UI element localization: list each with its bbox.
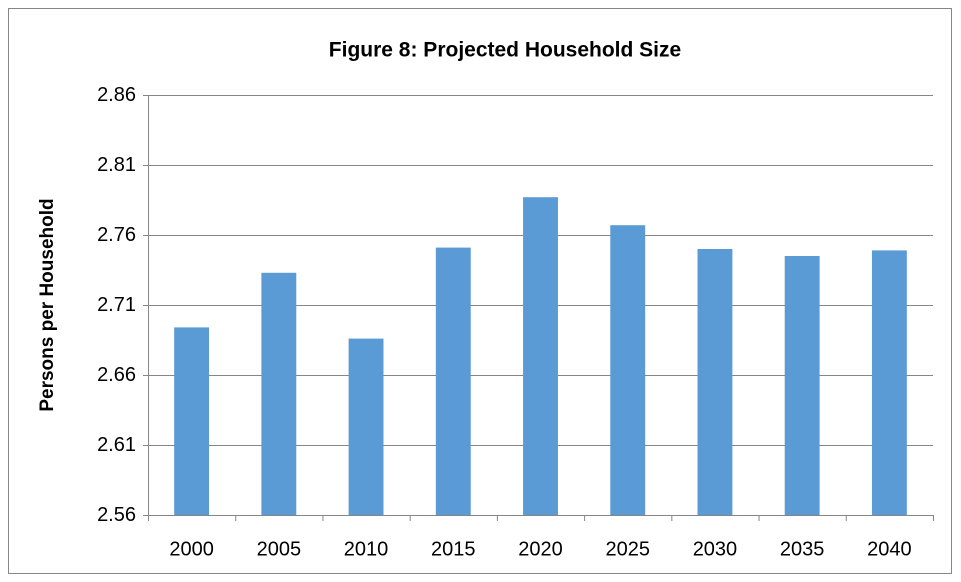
bar — [523, 197, 558, 515]
x-tick-label: 2010 — [344, 538, 389, 560]
bar — [610, 225, 646, 515]
x-tick-label: 2005 — [257, 538, 302, 560]
bar — [348, 338, 384, 515]
x-tick-label: 2040 — [867, 538, 912, 560]
y-tick-label: 2.56 — [97, 504, 136, 526]
bar — [435, 247, 471, 515]
y-tick-label: 2.61 — [97, 434, 136, 456]
x-tick-label: 2035 — [780, 538, 825, 560]
x-tick-label: 2025 — [605, 538, 650, 560]
x-tick-label: 2015 — [431, 538, 476, 560]
bar — [174, 327, 210, 515]
y-tick-label: 2.71 — [97, 294, 136, 316]
y-axis-label: Persons per Household — [37, 198, 58, 411]
bar — [784, 256, 820, 515]
chart-title: Figure 8: Projected Household Size — [329, 39, 681, 62]
bar — [697, 249, 733, 515]
x-tick-label: 2020 — [518, 538, 563, 560]
y-tick-label: 2.66 — [97, 364, 136, 386]
x-tick-label: 2030 — [693, 538, 738, 560]
y-tick-label: 2.81 — [97, 154, 136, 176]
bar — [261, 272, 297, 515]
x-tick-label: 2000 — [169, 538, 214, 560]
y-tick-label: 2.86 — [97, 84, 136, 106]
bar — [871, 250, 907, 515]
y-tick-label: 2.76 — [97, 224, 136, 246]
